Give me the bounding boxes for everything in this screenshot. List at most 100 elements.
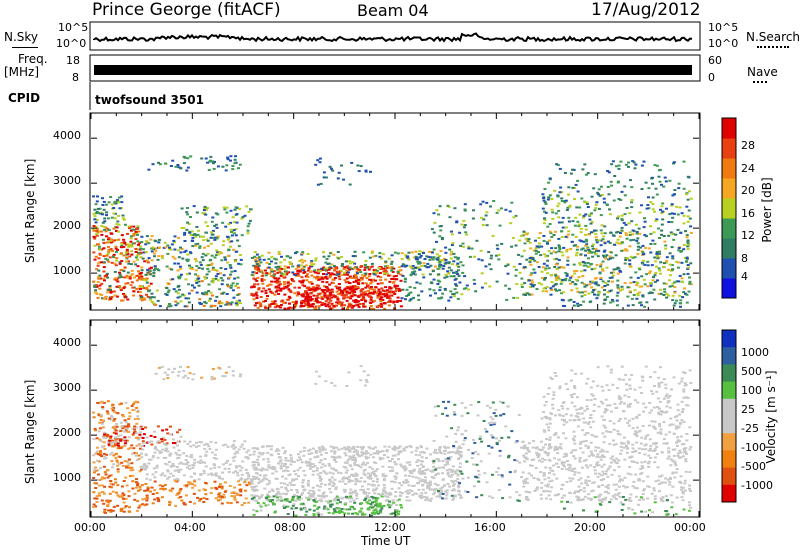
power-cell bbox=[373, 290, 377, 293]
power-cell bbox=[624, 232, 628, 235]
power-cbar-tick: 4 bbox=[741, 270, 748, 283]
power-cell bbox=[294, 268, 298, 270]
power-cell bbox=[532, 268, 536, 271]
power-cell bbox=[191, 240, 195, 242]
velocity-cell bbox=[202, 497, 206, 500]
power-cell bbox=[599, 239, 603, 242]
velocity-cell bbox=[402, 447, 406, 450]
power-cell bbox=[318, 301, 322, 304]
velocity-cell bbox=[130, 462, 134, 465]
velocity-cell bbox=[263, 468, 267, 471]
velocity-cell bbox=[404, 446, 408, 449]
power-cell bbox=[176, 262, 180, 265]
power-cell bbox=[327, 289, 331, 292]
velocity-cell bbox=[95, 459, 99, 462]
power-cell bbox=[300, 300, 304, 303]
velocity-cell bbox=[435, 495, 439, 498]
velocity-cell bbox=[207, 473, 211, 476]
velocity-cell bbox=[420, 480, 424, 483]
power-cell bbox=[122, 238, 126, 241]
power-cell bbox=[629, 276, 633, 279]
velocity-cell bbox=[163, 438, 167, 441]
power-cell bbox=[418, 268, 422, 271]
power-cell bbox=[150, 301, 154, 303]
power-cell bbox=[318, 270, 322, 273]
power-cell bbox=[119, 289, 123, 291]
power-cell bbox=[164, 162, 168, 165]
velocity-cell bbox=[155, 464, 159, 467]
velocity-cell bbox=[370, 504, 374, 507]
velocity-cell bbox=[368, 506, 372, 509]
power-cell bbox=[194, 273, 197, 276]
power-cell bbox=[584, 254, 587, 257]
power-cell bbox=[599, 244, 603, 247]
velocity-cell bbox=[109, 435, 113, 438]
power-cell bbox=[609, 180, 613, 183]
velocity-cell bbox=[306, 484, 310, 487]
power-cell bbox=[451, 263, 455, 266]
velocity-cell bbox=[127, 466, 131, 469]
velocity-cell bbox=[224, 443, 228, 446]
power-cell bbox=[103, 297, 106, 300]
power-cell bbox=[270, 260, 273, 263]
power-cell bbox=[328, 266, 332, 269]
power-cell bbox=[137, 274, 141, 277]
power-cell bbox=[516, 296, 520, 299]
power-cell bbox=[636, 294, 640, 297]
power-cell bbox=[136, 227, 139, 230]
velocity-cell bbox=[319, 479, 322, 482]
velocity-cell bbox=[410, 451, 414, 454]
power-cell bbox=[379, 302, 383, 305]
power-cell bbox=[601, 286, 604, 289]
power-cell bbox=[107, 237, 111, 239]
power-cell bbox=[132, 228, 136, 231]
velocity-cell bbox=[334, 460, 338, 463]
velocity-cell bbox=[94, 487, 98, 489]
velocity-cell bbox=[278, 499, 282, 502]
velocity-cell bbox=[368, 475, 372, 478]
velocity-cell bbox=[325, 495, 329, 497]
power-cell bbox=[609, 301, 613, 304]
power-cell bbox=[545, 241, 549, 244]
power-cell bbox=[180, 227, 184, 229]
power-cell bbox=[384, 286, 388, 289]
power-cell bbox=[308, 289, 312, 291]
velocity-cell bbox=[276, 498, 280, 501]
power-cell bbox=[292, 305, 296, 308]
power-cell bbox=[488, 263, 491, 266]
velocity-cell bbox=[180, 499, 184, 502]
power-cell bbox=[115, 223, 119, 226]
velocity-cell bbox=[286, 470, 290, 472]
power-cell bbox=[96, 264, 100, 267]
velocity-cell bbox=[354, 483, 358, 486]
velocity-cell bbox=[397, 446, 401, 449]
velocity-cell bbox=[457, 458, 461, 460]
power-cell bbox=[101, 238, 105, 241]
velocity-cell bbox=[105, 435, 109, 438]
power-cell bbox=[479, 249, 483, 252]
power-cell bbox=[127, 260, 130, 263]
power-cell bbox=[205, 293, 209, 296]
power-cell bbox=[579, 227, 583, 230]
power-cell bbox=[272, 270, 276, 273]
power-cell bbox=[237, 245, 241, 248]
power-cell bbox=[556, 164, 560, 167]
power-cell bbox=[306, 299, 310, 302]
power-cell bbox=[395, 287, 398, 290]
power-cell bbox=[224, 169, 228, 172]
power-cell bbox=[378, 252, 382, 254]
power-cell bbox=[227, 248, 231, 251]
power-cell bbox=[123, 285, 127, 288]
power-cell bbox=[117, 223, 121, 226]
velocity-cell bbox=[118, 447, 122, 449]
velocity-cell bbox=[279, 459, 283, 462]
power-cell bbox=[372, 307, 376, 310]
velocity-cell bbox=[140, 456, 144, 459]
power-cell bbox=[634, 223, 638, 226]
velocity-cell bbox=[217, 466, 221, 469]
velocity-cell bbox=[438, 495, 442, 498]
power-cell bbox=[330, 272, 334, 275]
velocity-cell bbox=[223, 481, 227, 484]
power-cell bbox=[149, 238, 153, 241]
